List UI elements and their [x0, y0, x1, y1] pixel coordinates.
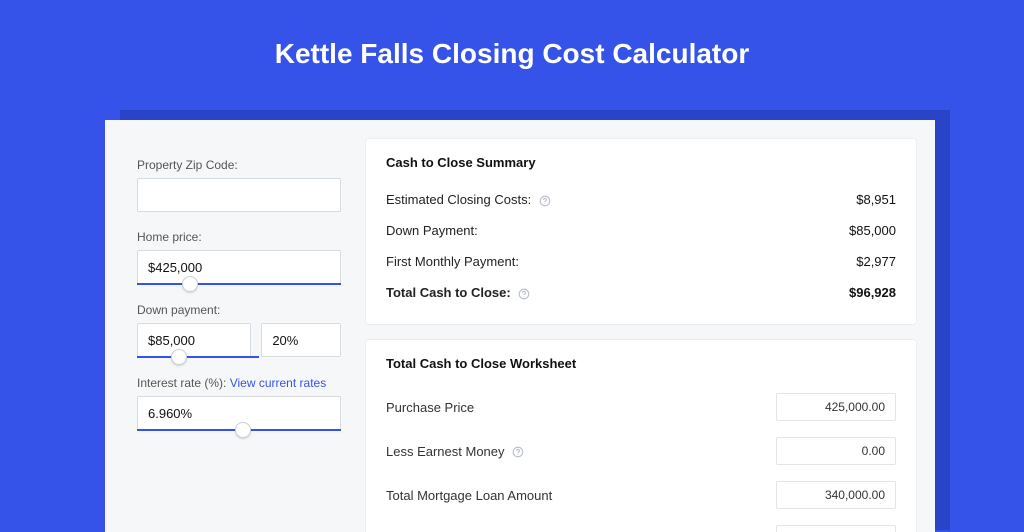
interest-field-group: Interest rate (%): View current rates [137, 376, 341, 431]
worksheet-row: Total Second Mortgage Amount [386, 517, 896, 532]
summary-title: Cash to Close Summary [386, 155, 896, 170]
worksheet-input[interactable] [776, 481, 896, 509]
down-payment-slider[interactable] [137, 356, 259, 358]
home-price-label: Home price: [137, 230, 341, 244]
calculator-card: Property Zip Code: Home price: Down paym… [105, 120, 935, 532]
down-payment-amount-input[interactable] [137, 323, 251, 357]
down-payment-slider-thumb[interactable] [171, 349, 187, 365]
worksheet-input[interactable] [776, 393, 896, 421]
summary-row-value: $85,000 [849, 223, 896, 238]
help-icon[interactable] [518, 288, 530, 300]
page-title: Kettle Falls Closing Cost Calculator [0, 0, 1024, 94]
worksheet-title: Total Cash to Close Worksheet [386, 356, 896, 371]
summary-total-value: $96,928 [849, 285, 896, 300]
interest-slider[interactable] [137, 429, 341, 431]
summary-row: Estimated Closing Costs: $8,951 [386, 184, 896, 215]
summary-row: Down Payment: $85,000 [386, 215, 896, 246]
down-payment-field-group: Down payment: [137, 303, 341, 358]
worksheet-panel: Total Cash to Close Worksheet Purchase P… [365, 339, 917, 532]
home-price-field-group: Home price: [137, 230, 341, 285]
summary-total-row: Total Cash to Close: $96,928 [386, 277, 896, 308]
view-rates-link[interactable]: View current rates [230, 376, 327, 390]
summary-row-label: Estimated Closing Costs: [386, 192, 531, 207]
zip-field-group: Property Zip Code: [137, 158, 341, 212]
home-price-slider[interactable] [137, 283, 341, 285]
summary-panel: Cash to Close Summary Estimated Closing … [365, 138, 917, 325]
summary-total-label: Total Cash to Close: [386, 285, 511, 300]
zip-label: Property Zip Code: [137, 158, 341, 172]
worksheet-input[interactable] [776, 437, 896, 465]
results-column: Cash to Close Summary Estimated Closing … [365, 120, 935, 532]
summary-row-label: Down Payment: [386, 223, 478, 238]
down-payment-label: Down payment: [137, 303, 341, 317]
summary-row-value: $8,951 [856, 192, 896, 207]
worksheet-row-label: Purchase Price [386, 400, 474, 415]
home-price-input[interactable] [137, 250, 341, 284]
summary-row: First Monthly Payment: $2,977 [386, 246, 896, 277]
interest-label-row: Interest rate (%): View current rates [137, 376, 341, 390]
worksheet-row: Purchase Price [386, 385, 896, 429]
worksheet-row: Less Earnest Money [386, 429, 896, 473]
worksheet-input[interactable] [776, 525, 896, 532]
interest-slider-thumb[interactable] [235, 422, 251, 438]
summary-row-label: First Monthly Payment: [386, 254, 519, 269]
inputs-column: Property Zip Code: Home price: Down paym… [105, 120, 365, 532]
summary-row-value: $2,977 [856, 254, 896, 269]
worksheet-row-label: Total Mortgage Loan Amount [386, 488, 552, 503]
worksheet-row: Total Mortgage Loan Amount [386, 473, 896, 517]
zip-input[interactable] [137, 178, 341, 212]
interest-label: Interest rate (%): [137, 376, 226, 390]
down-payment-percent-input[interactable] [261, 323, 341, 357]
help-icon[interactable] [512, 446, 524, 458]
home-price-slider-thumb[interactable] [182, 276, 198, 292]
help-icon[interactable] [539, 195, 551, 207]
worksheet-row-label: Less Earnest Money [386, 444, 505, 459]
